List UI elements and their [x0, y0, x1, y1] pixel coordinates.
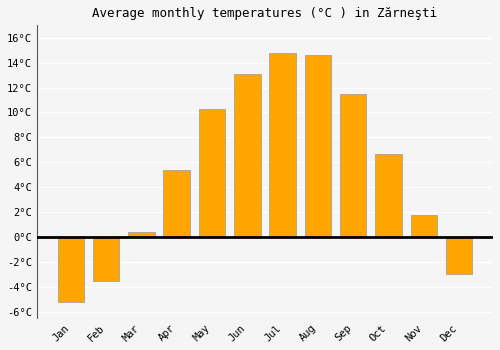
Bar: [93, 237, 120, 280]
Bar: [58, 237, 84, 302]
Bar: [128, 232, 154, 237]
Bar: [164, 170, 190, 237]
Bar: [410, 215, 437, 237]
Bar: [375, 154, 402, 237]
Bar: [446, 237, 472, 274]
Bar: [234, 74, 260, 237]
Bar: [340, 94, 366, 237]
Bar: [304, 55, 331, 237]
Bar: [270, 52, 296, 237]
Title: Average monthly temperatures (°C ) in Zărneşti: Average monthly temperatures (°C ) in Ză…: [92, 7, 438, 20]
Bar: [198, 109, 225, 237]
